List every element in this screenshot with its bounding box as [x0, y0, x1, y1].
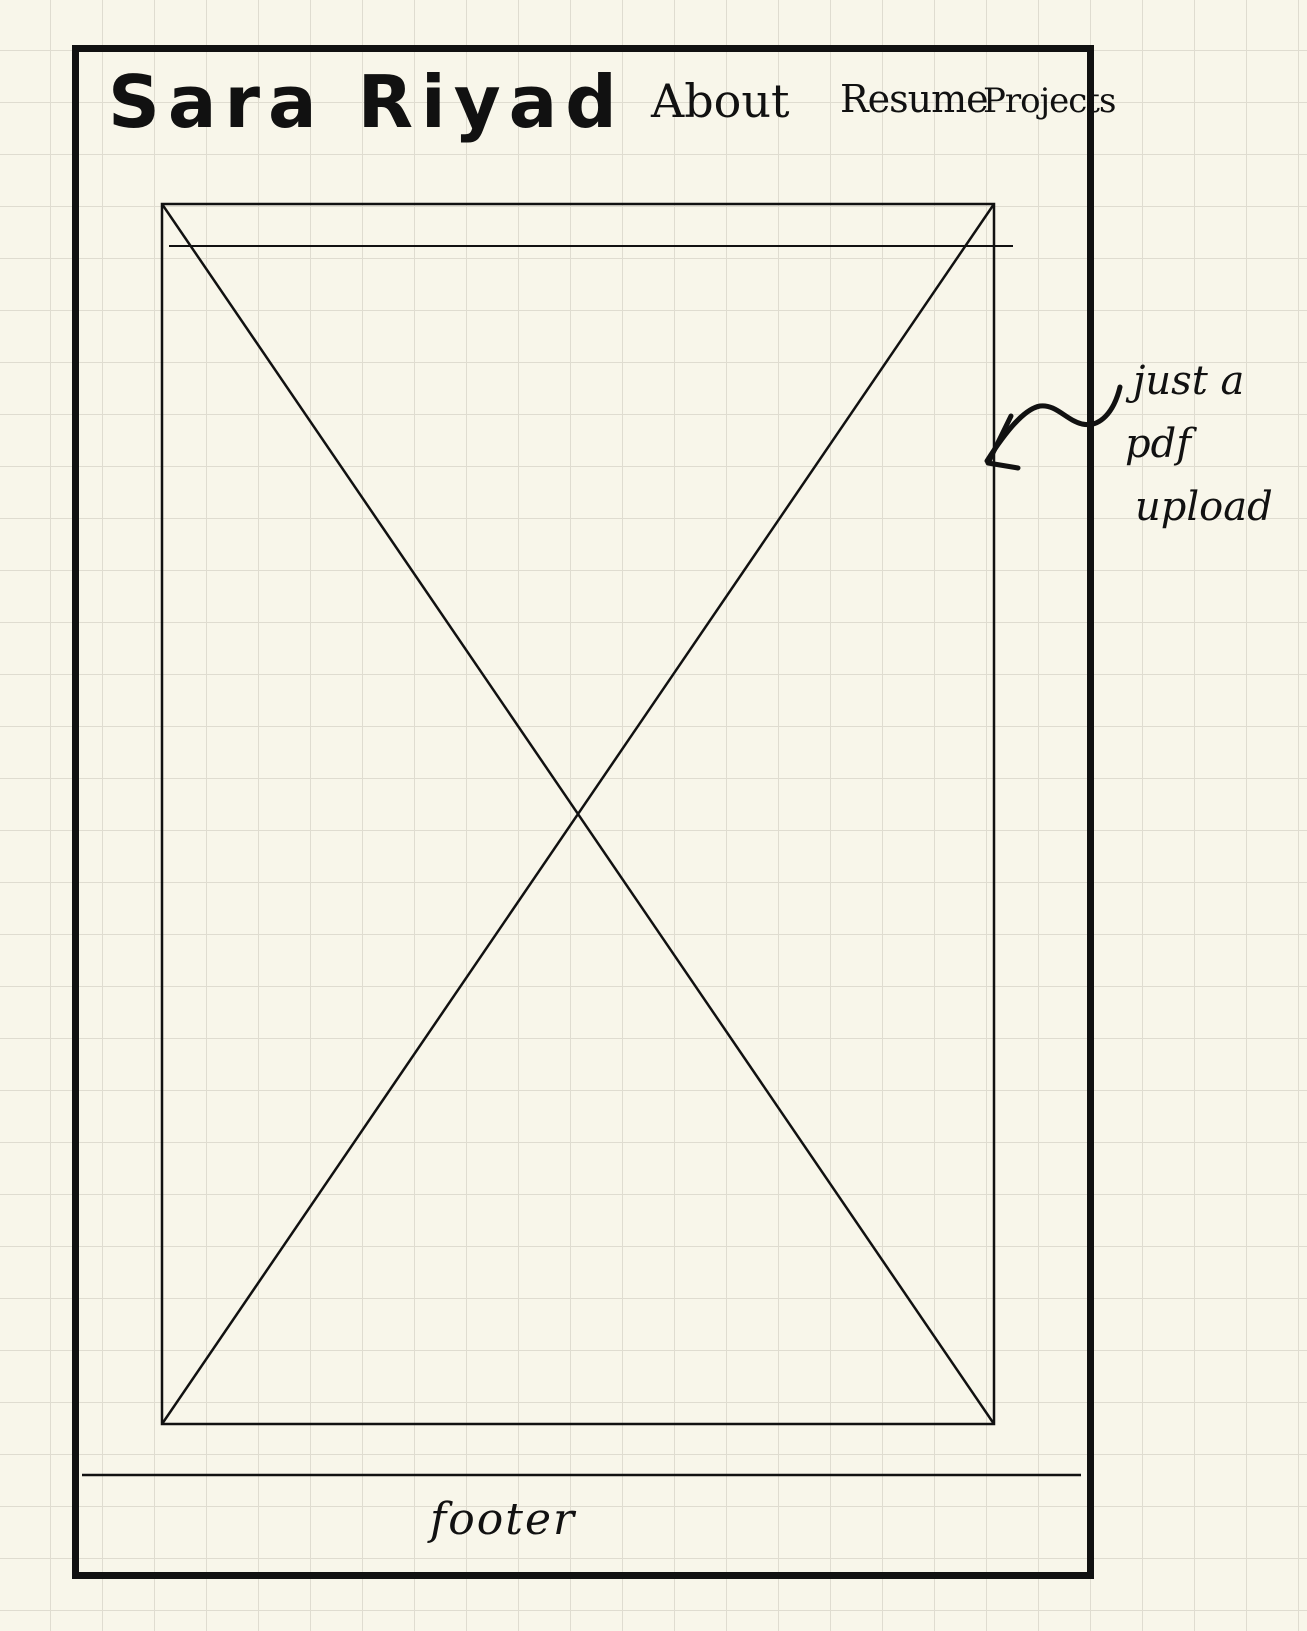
annotation-note: just a pdf upload [1125, 350, 1273, 540]
arrow-left-icon [984, 384, 1123, 471]
site-name-logo[interactable]: Sara Riyad [108, 60, 625, 144]
nav-link-resume[interactable]: Resume [840, 77, 989, 121]
pdf-viewer-frame [160, 202, 996, 1426]
nav-link-about[interactable]: About [651, 74, 790, 128]
pdf-viewer-placeholder[interactable] [160, 202, 1013, 1426]
nav-link-projects[interactable]: Projects [983, 81, 1116, 121]
page-frame [72, 45, 1094, 1579]
footer-label: footer [430, 1494, 577, 1545]
annotation-line: just a [1133, 358, 1245, 404]
annotation-line: pdf [1125, 421, 1192, 468]
image-placeholder-icon [160, 203, 996, 1425]
annotation-line: upload [1135, 484, 1273, 531]
